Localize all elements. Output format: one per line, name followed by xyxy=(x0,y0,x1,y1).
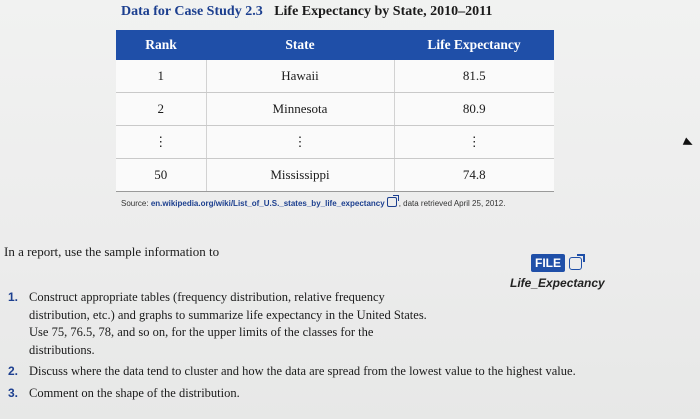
rank-cell: 1 xyxy=(116,60,207,93)
rank-cell: 50 xyxy=(116,158,207,192)
case-study-heading: Data for Case Study 2.3 Life Expectancy … xyxy=(121,4,492,20)
source-suffix: , data retrieved April 25, 2012. xyxy=(398,199,506,208)
item-text: Construct appropriate tables (frequency … xyxy=(29,290,427,357)
life-expectancy-cell: 81.5 xyxy=(394,60,554,93)
item-text: Discuss where the data tend to cluster a… xyxy=(29,364,576,378)
list-item: 3. Comment on the shape of the distribut… xyxy=(8,385,648,403)
table-row: 2 Minnesota 80.9 xyxy=(116,92,554,126)
state-cell: Hawaii xyxy=(206,60,395,93)
item-text: Comment on the shape of the distribution… xyxy=(29,385,240,400)
file-name[interactable]: Life_Expectancy xyxy=(510,276,605,290)
table-row: 1 Hawaii 81.5 xyxy=(116,60,554,93)
rank-cell: 2 xyxy=(116,92,207,126)
rank-cell: ⋮ xyxy=(116,125,207,159)
mouse-pointer-icon xyxy=(682,137,695,149)
state-cell: Mississippi xyxy=(206,158,395,192)
table-row-ellipsis: ⋮ ⋮ ⋮ xyxy=(116,125,554,159)
life-expectancy-table: Rank State Life Expectancy 1 Hawaii 81.5… xyxy=(116,30,554,192)
external-file-icon[interactable] xyxy=(569,253,585,270)
column-header-life-expectancy: Life Expectancy xyxy=(394,30,554,60)
column-header-rank: Rank xyxy=(116,30,206,60)
file-badge[interactable]: FILE xyxy=(531,253,585,272)
file-label: FILE xyxy=(531,254,565,272)
life-expectancy-cell: 74.8 xyxy=(394,158,554,192)
source-prefix: Source: xyxy=(121,199,149,208)
list-item: 2. Discuss where the data tend to cluste… xyxy=(8,363,648,381)
external-link-icon[interactable] xyxy=(386,195,399,207)
state-cell: ⋮ xyxy=(206,125,395,159)
life-expectancy-cell: 80.9 xyxy=(394,92,554,126)
source-note: Source: en.wikipedia.org/wiki/List_of_U.… xyxy=(121,195,581,209)
case-study-title: Life Expectancy by State, 2010–2011 xyxy=(274,4,493,19)
list-item: 1. Construct appropriate tables (frequen… xyxy=(8,289,648,359)
exercise-list: 1. Construct appropriate tables (frequen… xyxy=(8,289,648,402)
intro-text: In a report, use the sample information … xyxy=(4,244,220,259)
case-study-label: Data for Case Study 2.3 xyxy=(121,4,263,19)
source-link[interactable]: en.wikipedia.org/wiki/List_of_U.S._state… xyxy=(150,199,385,208)
table-row: 50 Mississippi 74.8 xyxy=(116,158,554,192)
item-number: 3. xyxy=(8,385,19,400)
item-number: 2. xyxy=(8,364,19,378)
table-header-row: Rank State Life Expectancy xyxy=(116,30,554,60)
item-number: 1. xyxy=(8,290,19,304)
life-expectancy-cell: ⋮ xyxy=(394,125,554,159)
column-header-state: State xyxy=(206,30,394,60)
state-cell: Minnesota xyxy=(206,92,395,126)
